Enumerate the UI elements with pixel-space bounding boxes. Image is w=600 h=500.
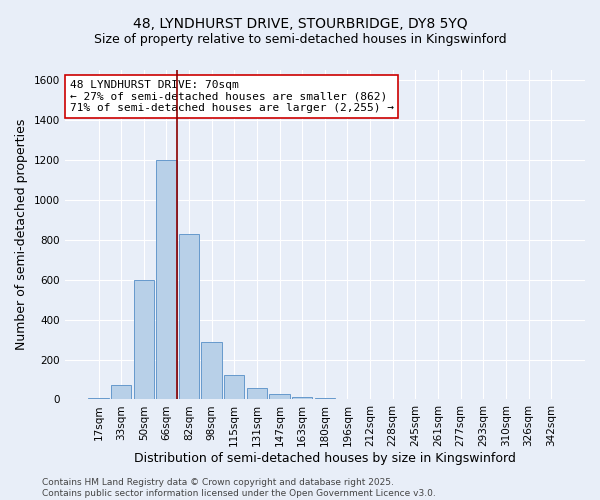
Bar xyxy=(292,398,313,400)
Bar xyxy=(224,376,244,400)
Text: 48, LYNDHURST DRIVE, STOURBRIDGE, DY8 5YQ: 48, LYNDHURST DRIVE, STOURBRIDGE, DY8 5Y… xyxy=(133,18,467,32)
Bar xyxy=(179,234,199,400)
Bar xyxy=(156,160,176,400)
X-axis label: Distribution of semi-detached houses by size in Kingswinford: Distribution of semi-detached houses by … xyxy=(134,452,516,465)
Bar xyxy=(247,388,267,400)
Bar xyxy=(134,280,154,400)
Bar xyxy=(314,398,335,400)
Bar xyxy=(202,342,222,400)
Bar xyxy=(111,386,131,400)
Bar xyxy=(88,398,109,400)
Text: Contains HM Land Registry data © Crown copyright and database right 2025.
Contai: Contains HM Land Registry data © Crown c… xyxy=(42,478,436,498)
Text: 48 LYNDHURST DRIVE: 70sqm
← 27% of semi-detached houses are smaller (862)
71% of: 48 LYNDHURST DRIVE: 70sqm ← 27% of semi-… xyxy=(70,80,394,113)
Bar xyxy=(269,394,290,400)
Text: Size of property relative to semi-detached houses in Kingswinford: Size of property relative to semi-detach… xyxy=(94,32,506,46)
Y-axis label: Number of semi-detached properties: Number of semi-detached properties xyxy=(15,119,28,350)
